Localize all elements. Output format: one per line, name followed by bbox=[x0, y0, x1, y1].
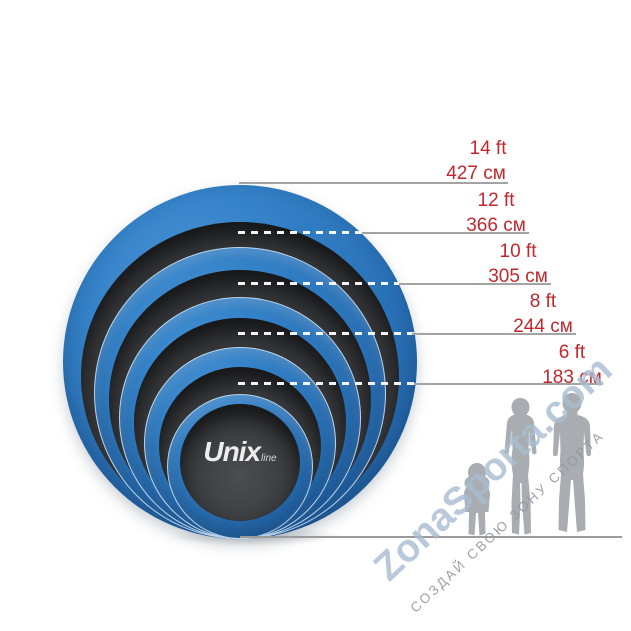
measure-line-12ft bbox=[362, 232, 529, 234]
measure-dash-12ft bbox=[238, 231, 364, 234]
size-label-14ft: 14 ft 427 см bbox=[426, 136, 526, 186]
size-feet-text: 8 ft bbox=[529, 291, 557, 312]
size-label-8ft: 8 ft 244 см bbox=[493, 289, 593, 339]
measure-dash-6ft bbox=[238, 382, 416, 385]
size-cm-text: 366 см bbox=[466, 215, 526, 236]
size-label-6ft: 6 ft 183 см bbox=[522, 340, 622, 390]
size-cm-text: 427 см bbox=[446, 163, 506, 184]
woman-silhouette bbox=[504, 398, 537, 535]
size-label-12ft: 12 ft 366 см bbox=[446, 188, 546, 238]
man-silhouette bbox=[553, 393, 591, 532]
unix-line-logo: Unixline bbox=[170, 436, 310, 468]
size-feet-text: 14 ft bbox=[469, 138, 507, 159]
size-cm-text: 244 см bbox=[513, 316, 573, 337]
ground-line bbox=[240, 536, 622, 538]
measure-line-6ft bbox=[414, 383, 603, 385]
measure-dash-8ft bbox=[238, 332, 414, 335]
logo-suffix-text: line bbox=[261, 453, 277, 464]
measure-dash-10ft bbox=[238, 282, 401, 285]
size-cm-text: 305 см bbox=[488, 266, 548, 287]
size-feet-text: 6 ft bbox=[558, 342, 586, 363]
size-cm-text: 183 см bbox=[542, 367, 602, 388]
logo-brand-text: Unix bbox=[203, 436, 261, 467]
measure-line-10ft bbox=[399, 283, 551, 285]
measure-line-8ft bbox=[412, 333, 576, 335]
child-silhouette bbox=[464, 463, 490, 536]
size-feet-text: 10 ft bbox=[499, 241, 537, 262]
trampoline-6ft-mat bbox=[180, 404, 300, 521]
size-label-10ft: 10 ft 305 см bbox=[468, 239, 568, 289]
measure-line-14ft bbox=[239, 182, 508, 184]
size-feet-text: 12 ft bbox=[477, 190, 515, 211]
family-silhouette bbox=[464, 393, 591, 536]
